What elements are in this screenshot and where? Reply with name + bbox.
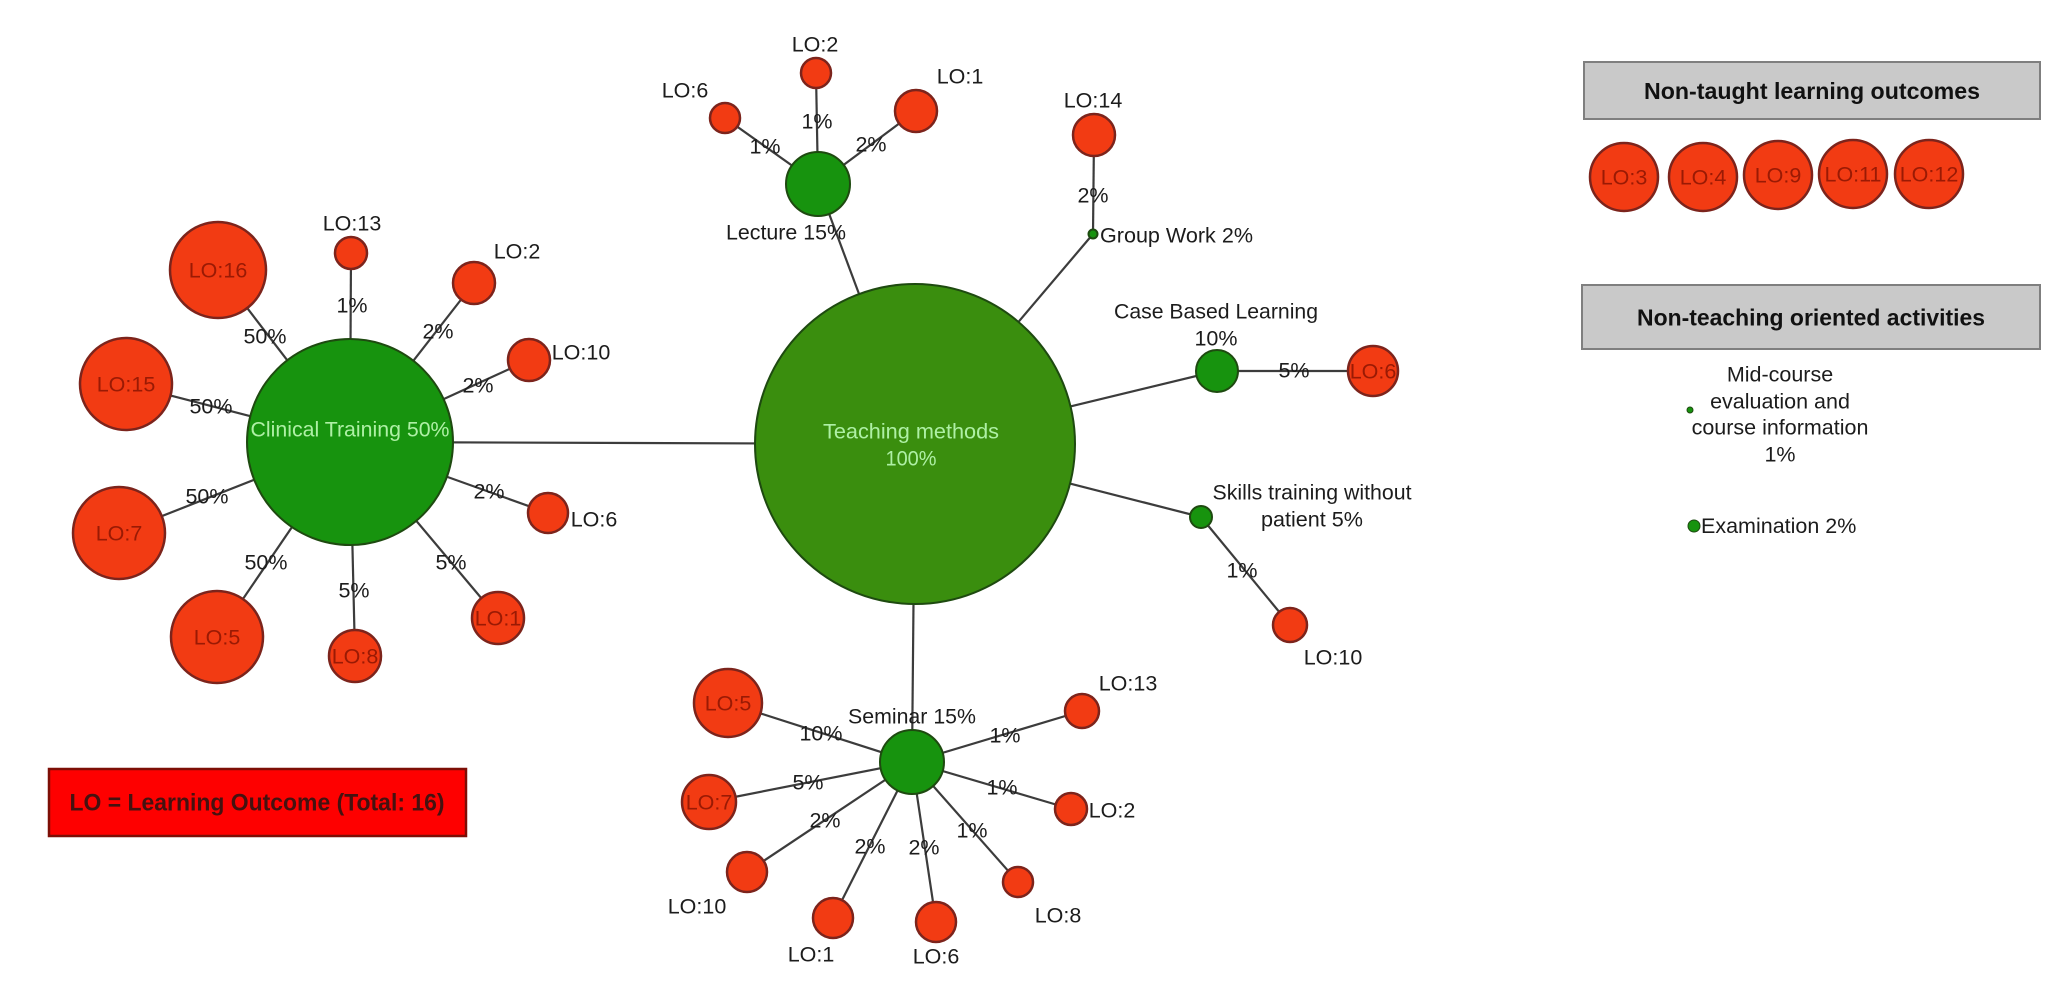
svg-text:Non-taught learning outcomes: Non-taught learning outcomes xyxy=(1644,78,1980,104)
svg-text:1%: 1% xyxy=(801,110,832,134)
svg-text:5%: 5% xyxy=(1278,359,1309,383)
svg-text:50%: 50% xyxy=(244,551,287,575)
svg-text:LO:10: LO:10 xyxy=(552,341,611,365)
svg-text:2%: 2% xyxy=(422,320,453,344)
svg-text:LO:10: LO:10 xyxy=(1304,646,1363,670)
svg-text:LO:4: LO:4 xyxy=(1680,166,1727,190)
svg-text:50%: 50% xyxy=(189,395,232,419)
svg-text:LO:8: LO:8 xyxy=(1035,904,1082,928)
svg-text:Clinical Training 50%: Clinical Training 50% xyxy=(251,418,450,442)
svg-text:LO:6: LO:6 xyxy=(662,79,709,103)
svg-text:LO:1: LO:1 xyxy=(475,607,522,631)
svg-text:1%: 1% xyxy=(986,776,1017,800)
svg-text:LO:15: LO:15 xyxy=(97,373,156,397)
svg-text:Non-teaching oriented activiti: Non-teaching oriented activities xyxy=(1637,304,1985,330)
svg-text:LO:2: LO:2 xyxy=(494,240,541,264)
svg-text:2%: 2% xyxy=(1077,184,1108,208)
svg-text:LO:5: LO:5 xyxy=(194,626,241,650)
svg-text:Teaching methods: Teaching methods xyxy=(823,420,999,444)
svg-text:LO:6: LO:6 xyxy=(571,508,618,532)
svg-text:1%: 1% xyxy=(1226,559,1257,583)
svg-text:patient 5%: patient 5% xyxy=(1261,508,1363,532)
svg-text:LO:6: LO:6 xyxy=(1350,360,1397,384)
svg-text:LO:10: LO:10 xyxy=(668,895,727,919)
svg-text:50%: 50% xyxy=(185,485,228,509)
svg-text:LO:5: LO:5 xyxy=(705,692,752,716)
svg-text:Seminar 15%: Seminar 15% xyxy=(848,705,976,729)
svg-text:LO = Learning Outcome (Total:: LO = Learning Outcome (Total: 16) xyxy=(70,790,445,817)
svg-text:LO:13: LO:13 xyxy=(323,212,382,236)
svg-text:LO:16: LO:16 xyxy=(189,259,248,283)
svg-text:Case Based Learning: Case Based Learning xyxy=(1114,300,1318,324)
svg-text:50%: 50% xyxy=(243,325,286,349)
svg-text:2%: 2% xyxy=(473,480,504,504)
svg-text:LO:7: LO:7 xyxy=(686,791,733,815)
svg-text:LO:1: LO:1 xyxy=(937,65,984,89)
svg-text:1%: 1% xyxy=(336,294,367,318)
svg-text:5%: 5% xyxy=(435,551,466,575)
svg-text:1%: 1% xyxy=(1764,443,1795,467)
svg-text:2%: 2% xyxy=(854,835,885,859)
svg-text:1%: 1% xyxy=(749,135,780,159)
svg-text:1%: 1% xyxy=(956,819,987,843)
svg-text:Lecture 15%: Lecture 15% xyxy=(726,221,846,245)
svg-text:Mid-course: Mid-course xyxy=(1727,363,1833,387)
svg-text:100%: 100% xyxy=(886,447,937,471)
svg-text:LO:9: LO:9 xyxy=(1755,164,1802,188)
svg-text:5%: 5% xyxy=(792,771,823,795)
svg-text:LO:14: LO:14 xyxy=(1064,89,1123,113)
svg-text:LO:6: LO:6 xyxy=(913,945,960,969)
svg-text:Skills training without: Skills training without xyxy=(1213,481,1412,505)
svg-text:LO:3: LO:3 xyxy=(1601,166,1648,190)
svg-text:LO:7: LO:7 xyxy=(96,522,143,546)
svg-text:LO:2: LO:2 xyxy=(1089,799,1136,823)
svg-text:LO:11: LO:11 xyxy=(1825,163,1882,187)
svg-text:Examination 2%: Examination 2% xyxy=(1701,514,1856,538)
svg-text:10%: 10% xyxy=(1194,327,1237,351)
svg-text:Group Work 2%: Group Work 2% xyxy=(1100,224,1253,248)
svg-text:10%: 10% xyxy=(799,722,842,746)
svg-text:LO:13: LO:13 xyxy=(1099,672,1158,696)
svg-text:2%: 2% xyxy=(908,836,939,860)
svg-text:LO:12: LO:12 xyxy=(1900,163,1959,187)
svg-text:2%: 2% xyxy=(855,133,886,157)
svg-text:5%: 5% xyxy=(338,579,369,603)
svg-text:LO:1: LO:1 xyxy=(788,943,835,967)
svg-text:course information: course information xyxy=(1692,416,1869,440)
svg-text:2%: 2% xyxy=(462,374,493,398)
svg-text:evaluation and: evaluation and xyxy=(1710,390,1850,414)
svg-text:LO:8: LO:8 xyxy=(332,645,379,669)
svg-text:LO:2: LO:2 xyxy=(792,33,839,57)
svg-text:2%: 2% xyxy=(809,809,840,833)
svg-text:1%: 1% xyxy=(989,724,1020,748)
